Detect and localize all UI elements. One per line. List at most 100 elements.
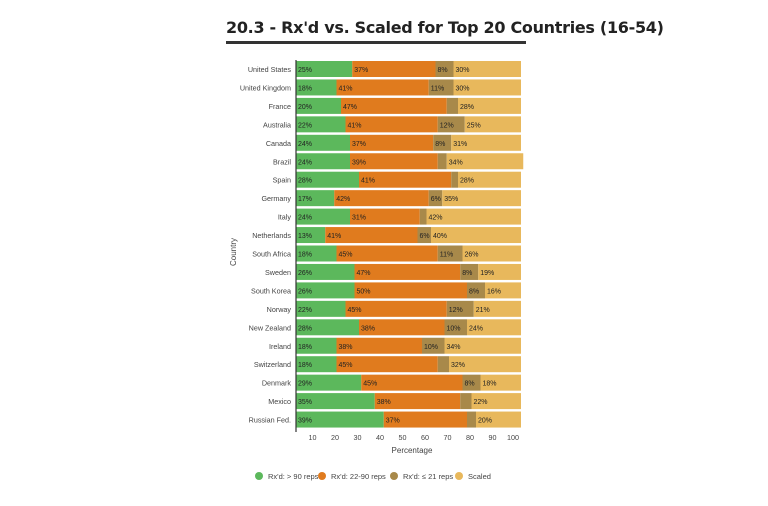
data-label: 41% [361, 178, 375, 185]
bar-segment [325, 227, 418, 244]
data-label: 18% [298, 362, 312, 369]
data-label: 29% [298, 381, 312, 388]
legend-label: Rx'd: > 90 reps [268, 472, 319, 481]
legend: Rx'd: > 90 reps Rx'd: 22-90 reps Rx'd: ≤ 2… [255, 472, 491, 481]
bar-segment [476, 411, 521, 428]
data-label: 20% [298, 104, 312, 111]
bar-segment [437, 356, 449, 373]
bar-segment [437, 245, 463, 262]
legend-label: Rx'd: 22-90 reps [331, 472, 386, 481]
data-label: 37% [354, 67, 368, 74]
legend-label: Scaled [468, 472, 491, 481]
bar-segment [336, 79, 429, 96]
country-label: Netherlands [252, 231, 291, 240]
data-label: 26% [298, 270, 312, 277]
country-label: Denmark [262, 379, 292, 388]
data-label: 50% [357, 288, 371, 295]
data-label: 38% [339, 344, 353, 351]
data-label: 24% [298, 159, 312, 166]
data-label: 30% [456, 67, 470, 74]
bar-segment [336, 245, 438, 262]
bar-segment [460, 263, 479, 280]
bar-segment [296, 337, 337, 354]
country-label: Norway [267, 305, 292, 314]
bar-segment [350, 208, 420, 225]
data-label: 37% [352, 141, 366, 148]
bar-segment [433, 134, 452, 151]
bar-segment [296, 171, 359, 188]
x-tick-label: 80 [466, 433, 474, 442]
data-label: 12% [449, 307, 463, 314]
country-label: Canada [266, 139, 291, 148]
data-label: 8% [462, 270, 472, 277]
data-label: 41% [339, 85, 353, 92]
bar-segment [341, 97, 447, 114]
legend-marker [390, 472, 398, 480]
country-label: Spain [273, 176, 291, 185]
bar-segment [334, 190, 429, 207]
bar-segment [428, 190, 443, 207]
data-label: 47% [357, 270, 371, 277]
x-tick-label: 70 [444, 433, 452, 442]
bar-segment [345, 116, 438, 133]
data-label: 8% [465, 381, 475, 388]
bar-segment [296, 282, 355, 299]
bar-segment [480, 374, 521, 391]
bar-segment [471, 393, 521, 410]
bar-segment [296, 208, 350, 225]
bar-segment [451, 134, 521, 151]
country-label: Ireland [269, 342, 291, 351]
data-label: 28% [298, 325, 312, 332]
bar-segment [453, 61, 521, 77]
bar-segment [296, 263, 355, 280]
x-tick-label: 30 [354, 433, 362, 442]
y-axis-title: Country [229, 238, 238, 266]
data-label: 45% [348, 307, 362, 314]
data-label: 11% [431, 85, 445, 92]
data-label: 10% [424, 344, 438, 351]
bar-segment [431, 227, 521, 244]
bar-segment [296, 356, 337, 373]
bar-segment [296, 319, 359, 336]
bar-segment [444, 337, 521, 354]
bar-segment [296, 97, 341, 114]
bar-segment [296, 79, 337, 96]
bar-segment [336, 356, 438, 373]
bar-segment [350, 153, 438, 170]
x-axis-title: Percentage [392, 446, 433, 455]
data-label: 26% [298, 288, 312, 295]
bar-segment [426, 208, 521, 225]
data-label: 24% [298, 141, 312, 148]
data-label: 28% [298, 178, 312, 185]
data-label: 39% [298, 418, 312, 425]
data-label: 42% [429, 215, 443, 222]
bar-segment [359, 171, 452, 188]
data-label: 47% [343, 104, 357, 111]
bar-segment [446, 153, 524, 170]
bar-segment [437, 153, 447, 170]
x-tick-label: 50 [399, 433, 407, 442]
country-label: France [269, 102, 291, 111]
data-label: 39% [352, 159, 366, 166]
bar-segment [361, 374, 463, 391]
data-label: 28% [460, 104, 474, 111]
data-label: 24% [469, 325, 483, 332]
data-label: 22% [298, 307, 312, 314]
bar-segment [449, 356, 521, 373]
bar-segment [460, 393, 472, 410]
country-label: Sweden [265, 268, 291, 277]
country-label: United States [248, 65, 292, 74]
data-label: 6% [431, 196, 441, 203]
bar-segment [336, 337, 422, 354]
bar-segment [464, 116, 521, 133]
data-label: 32% [451, 362, 465, 369]
bar-segment [442, 190, 521, 207]
data-label: 30% [456, 85, 470, 92]
country-label: Germany [261, 194, 291, 203]
bar-segment [446, 97, 458, 114]
bar-segment [453, 79, 521, 96]
bar-segment [444, 319, 467, 336]
country-label: Switzerland [254, 360, 291, 369]
data-label: 18% [298, 344, 312, 351]
